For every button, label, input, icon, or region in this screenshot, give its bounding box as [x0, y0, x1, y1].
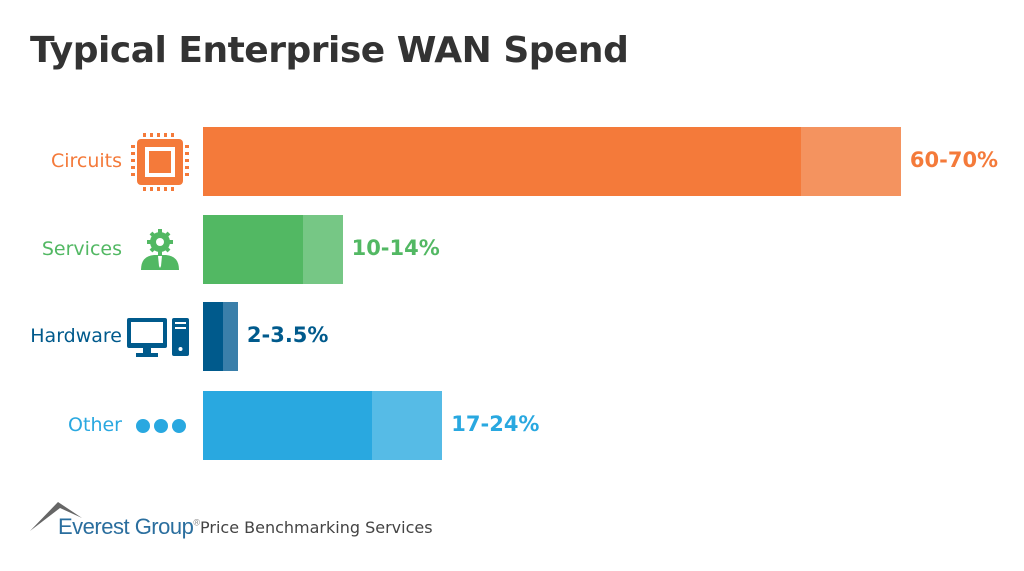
bar-low-segment [203, 127, 802, 196]
category-label: Other [68, 413, 122, 436]
chart-title: Typical Enterprise WAN Spend [30, 30, 629, 71]
bar-range-segment [222, 302, 238, 371]
ellipsis-dots-icon [136, 419, 186, 433]
bar-low-segment [203, 215, 303, 284]
data-label: 2-3.5% [246, 322, 329, 347]
category-label: Services [41, 237, 122, 260]
footer-service-text: Price Benchmarking Services [200, 518, 433, 537]
desktop-computer-icon [127, 318, 189, 357]
bar-range-segment [302, 215, 343, 284]
category-label: Circuits [50, 149, 122, 172]
bar-low-segment [203, 391, 373, 460]
everest-logo-mountain-icon [30, 502, 82, 531]
bar-range-segment [801, 127, 901, 196]
data-label: 17-24% [451, 411, 540, 436]
data-label: 60-70% [909, 147, 999, 172]
gear-person-icon [141, 229, 179, 270]
bar-low-segment [203, 302, 223, 371]
bar-range-segment [372, 391, 443, 460]
microchip-icon [131, 133, 189, 191]
brand-logo-text: Everest Group® [58, 514, 200, 539]
data-label: 10-14% [351, 235, 440, 260]
category-label: Hardware [30, 324, 122, 347]
